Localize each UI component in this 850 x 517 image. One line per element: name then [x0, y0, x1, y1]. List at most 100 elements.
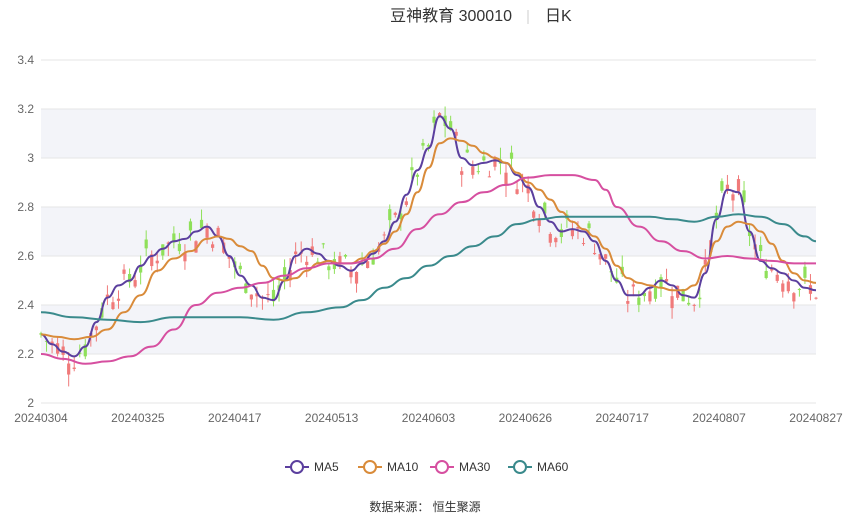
- candle: [127, 268, 132, 288]
- legend-label: MA10: [387, 460, 419, 474]
- candle: [581, 237, 586, 246]
- candle: [282, 259, 287, 290]
- candle: [83, 338, 87, 360]
- candle: [631, 279, 635, 297]
- series-line-ma60: [40, 213, 817, 324]
- candle: [44, 339, 49, 352]
- candle: [465, 143, 469, 154]
- legend-item-ma30: MA30: [430, 460, 491, 474]
- legend-item-ma10: MA10: [358, 460, 419, 474]
- candle: [515, 181, 519, 195]
- x-tick-label: 20240626: [499, 411, 553, 425]
- legend-label: MA5: [314, 460, 339, 474]
- candle: [554, 236, 558, 248]
- candle: [343, 253, 348, 259]
- candle: [67, 352, 71, 387]
- candle: [587, 220, 591, 238]
- legend-item-ma60: MA60: [508, 460, 569, 474]
- candle: [797, 288, 801, 297]
- x-tick-label: 20240807: [692, 411, 746, 425]
- legend[interactable]: MA5 MA10 MA30 MA60: [285, 460, 569, 474]
- chart-title: 豆神教育 300010: [390, 7, 512, 25]
- y-tick-label: 3.2: [17, 102, 34, 116]
- candle: [460, 166, 464, 187]
- legend-marker-icon: [513, 460, 527, 474]
- moving-average-lines[interactable]: [40, 115, 817, 365]
- candle: [216, 225, 220, 237]
- candle: [388, 204, 392, 232]
- legend-marker-icon: [363, 460, 377, 474]
- y-tick-label: 2.2: [17, 347, 34, 361]
- x-tick-label: 20240325: [111, 411, 165, 425]
- candle: [720, 178, 724, 193]
- data-source: 数据来源： 恒生聚源: [369, 499, 480, 514]
- x-tick-label: 20240827: [789, 411, 843, 425]
- series-line-ma5: [40, 115, 817, 358]
- candle: [626, 289, 630, 313]
- candle: [792, 291, 796, 309]
- candle: [321, 242, 325, 249]
- candle: [354, 271, 359, 293]
- legend-label: MA60: [537, 460, 569, 474]
- candle: [155, 252, 159, 273]
- chart-subtitle: 日K: [545, 8, 572, 25]
- candle: [476, 164, 480, 175]
- legend-marker-icon: [290, 460, 304, 474]
- candle: [526, 176, 530, 202]
- candle: [177, 232, 181, 255]
- candle: [72, 355, 76, 372]
- candle: [144, 230, 148, 257]
- candle: [454, 128, 458, 139]
- candle: [598, 254, 602, 265]
- candle: [349, 266, 353, 284]
- candle: [504, 162, 508, 198]
- candle: [404, 197, 408, 207]
- legend-label: MA30: [459, 460, 491, 474]
- x-tick-label: 20240513: [305, 411, 359, 425]
- y-tick-label: 2.8: [17, 200, 34, 214]
- candle: [698, 289, 702, 308]
- candle: [316, 257, 320, 263]
- candle: [116, 290, 121, 309]
- plot-bands: [41, 109, 816, 354]
- candle: [759, 236, 763, 259]
- candle: [537, 213, 541, 233]
- candle: [227, 256, 231, 269]
- candle: [559, 223, 563, 244]
- candle: [775, 271, 779, 283]
- y-tick-label: 2.4: [17, 298, 34, 312]
- candle: [50, 338, 54, 354]
- x-tick-label: 20240717: [596, 411, 650, 425]
- gridlines: [41, 59, 816, 404]
- candle: [781, 280, 785, 298]
- candle: [238, 262, 242, 274]
- series-line-ma30: [40, 174, 816, 365]
- series-line-ma10: [40, 137, 817, 341]
- y-tick-label: 3.4: [17, 53, 34, 67]
- candle: [188, 218, 193, 241]
- candle: [421, 138, 425, 150]
- candle: [703, 249, 707, 273]
- y-tick-label: 3: [27, 151, 34, 165]
- candle: [604, 253, 608, 265]
- candle: [471, 160, 475, 179]
- x-tick-label: 20240304: [14, 411, 68, 425]
- candle: [327, 263, 331, 280]
- candle: [105, 285, 110, 306]
- candle: [742, 181, 746, 205]
- candle: [211, 241, 215, 252]
- candle: [747, 224, 752, 247]
- x-axis-ticks: 20240304 20240325 20240417 20240513 20240603…: [14, 411, 843, 425]
- candle: [271, 279, 276, 307]
- candle: [249, 294, 253, 307]
- x-tick-label: 20240603: [402, 411, 456, 425]
- candle: [731, 190, 735, 212]
- candle: [487, 170, 491, 178]
- candle: [393, 211, 397, 218]
- candle: [305, 256, 309, 278]
- candle: [692, 303, 696, 312]
- y-tick-label: 2.6: [17, 249, 34, 263]
- candle: [592, 243, 597, 255]
- candle: [150, 250, 154, 271]
